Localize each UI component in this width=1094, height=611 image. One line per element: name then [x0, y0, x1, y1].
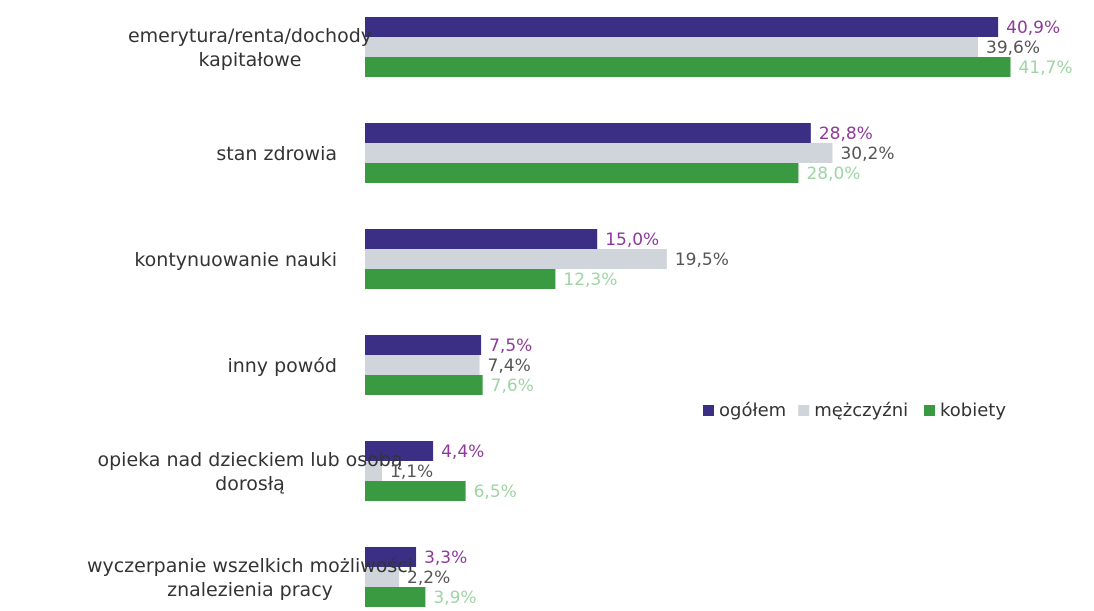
- bar-mężczyźni: [365, 355, 480, 375]
- category-label-line: kapitałowe: [199, 49, 302, 71]
- value-label: 28,8%: [819, 124, 873, 144]
- category-label-line: dorosłą: [215, 473, 285, 495]
- value-label: 19,5%: [675, 250, 729, 270]
- labels-group: emerytura/renta/dochody kapitałowe 40,9%39…: [87, 18, 1073, 608]
- category-label-line: inny powód: [227, 355, 337, 377]
- bars-group: [365, 17, 1011, 607]
- category-label: opieka nad dzieckiem lub osobą dorosłą: [97, 449, 402, 495]
- bar-kobiety: [365, 587, 426, 607]
- bar-ogółem: [365, 547, 417, 567]
- bar-kobiety: [365, 269, 556, 289]
- legend-swatch: [703, 405, 714, 416]
- category-label-line: emerytura/renta/dochody: [128, 25, 372, 47]
- value-label: 39,6%: [986, 38, 1040, 58]
- value-label: 3,9%: [433, 588, 476, 608]
- bar-kobiety: [365, 375, 483, 395]
- bar-mężczyźni: [365, 37, 979, 57]
- value-label: 15,0%: [605, 230, 659, 250]
- bar-ogółem: [365, 123, 811, 143]
- category-label: kontynuowanie nauki: [134, 249, 337, 271]
- value-label: 41,7%: [1019, 58, 1073, 78]
- bar-mężczyźni: [365, 461, 383, 481]
- bar-ogółem: [365, 335, 482, 355]
- value-label: 2,2%: [407, 568, 450, 588]
- value-label: 40,9%: [1006, 18, 1060, 38]
- legend-swatch: [924, 405, 935, 416]
- value-label: 6,5%: [474, 482, 517, 502]
- value-label: 28,0%: [806, 164, 860, 184]
- category-label-line: kontynuowanie nauki: [134, 249, 337, 271]
- bar-kobiety: [365, 163, 799, 183]
- category-label: inny powód: [227, 355, 337, 377]
- category-label: emerytura/renta/dochody kapitałowe: [128, 25, 372, 71]
- bar-kobiety: [365, 57, 1011, 77]
- value-label: 1,1%: [390, 462, 433, 482]
- value-label: 30,2%: [840, 144, 894, 164]
- bar-ogółem: [365, 441, 434, 461]
- value-label: 3,3%: [424, 548, 467, 568]
- legend-swatch: [798, 405, 810, 416]
- category-label-line: opieka nad dzieckiem lub osobą: [97, 449, 402, 471]
- bar-ogółem: [365, 17, 999, 37]
- bar-mężczyźni: [365, 249, 667, 269]
- category-label-line: wyczerpanie wszelkich możliwości: [87, 555, 413, 577]
- category-label: stan zdrowia: [216, 143, 337, 165]
- bar-mężczyźni: [365, 143, 833, 163]
- category-label-line: znalezienia pracy: [167, 579, 333, 601]
- legend: ogółem mężczyźni kobiety: [703, 400, 1006, 421]
- category-label-line: stan zdrowia: [216, 143, 337, 165]
- legend-label: kobiety: [940, 400, 1006, 421]
- value-label: 7,5%: [489, 336, 532, 356]
- value-label: 7,6%: [491, 376, 534, 396]
- value-label: 4,4%: [441, 442, 484, 462]
- bar-ogółem: [365, 229, 598, 249]
- legend-label: mężczyźni: [814, 400, 908, 421]
- value-label: 7,4%: [488, 356, 531, 376]
- bar-mężczyźni: [365, 567, 400, 587]
- category-label: wyczerpanie wszelkich możliwości znalezie…: [87, 555, 413, 601]
- value-label: 12,3%: [563, 270, 617, 290]
- legend-label: ogółem: [719, 400, 786, 421]
- bar-kobiety: [365, 481, 466, 501]
